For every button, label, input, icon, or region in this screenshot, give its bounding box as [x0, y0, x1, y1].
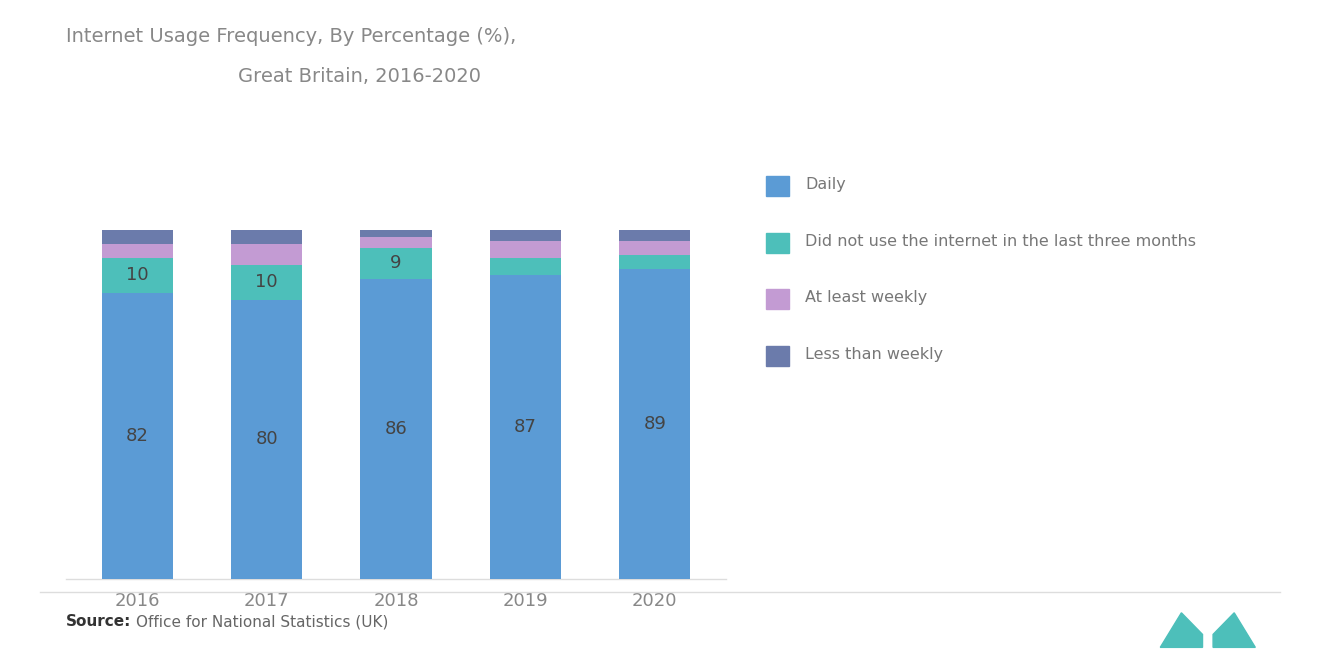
Text: 10: 10 — [125, 267, 148, 285]
Text: Office for National Statistics (UK): Office for National Statistics (UK) — [136, 614, 388, 629]
Polygon shape — [1213, 613, 1255, 648]
Bar — [231, 265, 302, 300]
Bar — [360, 279, 432, 579]
Text: 82: 82 — [125, 427, 149, 445]
Bar — [102, 258, 173, 293]
Text: 89: 89 — [643, 414, 667, 432]
Bar — [102, 244, 173, 258]
Text: Great Britain, 2016-2020: Great Britain, 2016-2020 — [238, 66, 480, 86]
Bar — [360, 230, 432, 237]
Text: At least weekly: At least weekly — [805, 291, 928, 305]
Text: Daily: Daily — [805, 178, 846, 192]
Bar — [231, 300, 302, 579]
Bar — [231, 244, 302, 265]
Polygon shape — [1160, 613, 1203, 648]
Text: 80: 80 — [255, 430, 279, 448]
Bar — [231, 230, 302, 244]
Text: 86: 86 — [384, 420, 408, 438]
Text: Source:: Source: — [66, 614, 132, 629]
Bar — [619, 230, 690, 241]
Text: Less than weekly: Less than weekly — [805, 347, 944, 362]
Text: Did not use the internet in the last three months: Did not use the internet in the last thr… — [805, 234, 1196, 249]
Bar — [490, 241, 561, 258]
Text: 9: 9 — [391, 254, 401, 272]
Bar — [619, 269, 690, 579]
Bar — [490, 275, 561, 579]
Bar — [360, 247, 432, 279]
Bar — [490, 258, 561, 275]
Text: Internet Usage Frequency, By Percentage (%),: Internet Usage Frequency, By Percentage … — [66, 27, 516, 46]
Text: 10: 10 — [255, 273, 279, 291]
Text: 87: 87 — [513, 418, 537, 436]
Bar — [619, 255, 690, 269]
Bar — [102, 230, 173, 244]
Bar — [102, 293, 173, 579]
Bar — [490, 230, 561, 241]
Bar — [619, 241, 690, 255]
Bar — [360, 237, 432, 247]
